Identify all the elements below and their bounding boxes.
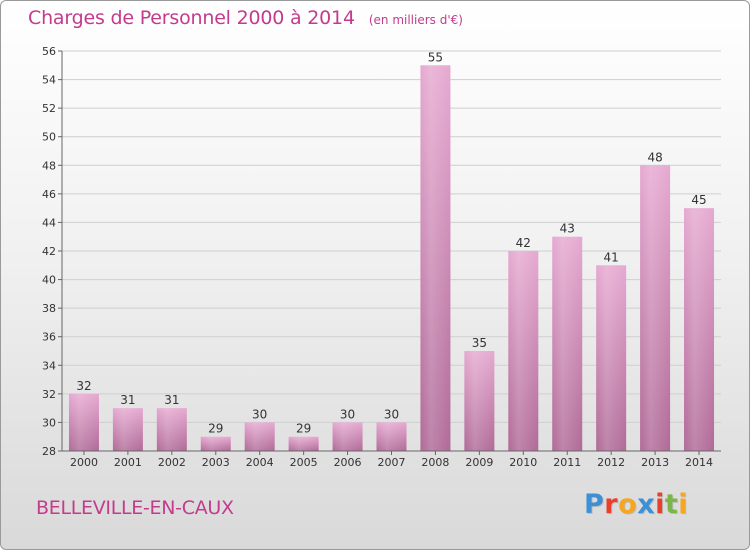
bar-highlight [200, 436, 231, 451]
logo-letter: o [618, 489, 638, 520]
y-tick-label: 38 [42, 302, 56, 315]
bar-value-label: 45 [691, 193, 706, 207]
bar-value-label: 30 [252, 407, 267, 421]
x-tick-label: 2009 [465, 456, 493, 469]
bar-highlight [376, 422, 407, 451]
logo-letter: r [604, 489, 619, 520]
x-tick-label: 2011 [553, 456, 581, 469]
commune-name: BELLEVILLE-EN-CAUX [36, 497, 234, 519]
bar-value-label: 55 [428, 50, 443, 64]
logo-letter: i [678, 489, 689, 520]
y-tick-label: 40 [42, 274, 56, 287]
proxiti-logo: Proxiti [584, 489, 688, 520]
bar-value-label: 41 [604, 250, 619, 264]
bar-highlight [156, 408, 187, 451]
y-tick-label: 30 [42, 416, 56, 429]
y-tick-label: 50 [42, 131, 56, 144]
y-tick-label: 44 [42, 216, 56, 229]
bar-highlight [640, 165, 671, 452]
x-tick-label: 2005 [290, 456, 318, 469]
bar-value-label: 31 [120, 393, 135, 407]
bar-value-label: 29 [208, 422, 223, 436]
bar-highlight [596, 265, 627, 451]
bar-highlight [288, 436, 319, 451]
bar-value-label: 31 [164, 393, 179, 407]
bar-highlight [68, 393, 99, 451]
bar-highlight [244, 422, 275, 451]
logo-letter: i [655, 489, 665, 520]
y-tick-label: 42 [42, 245, 56, 258]
x-tick-label: 2008 [421, 456, 449, 469]
y-tick-label: 52 [42, 102, 56, 115]
x-tick-label: 2007 [378, 456, 406, 469]
chart-unit-note: (en milliers d'€) [368, 13, 463, 27]
bar-value-label: 30 [340, 407, 355, 421]
bar-highlight [420, 65, 451, 452]
bar-value-label: 35 [472, 336, 487, 350]
y-tick-label: 54 [42, 74, 56, 87]
x-tick-label: 2000 [70, 456, 98, 469]
x-tick-label: 2013 [641, 456, 669, 469]
logo-letter: t [664, 489, 679, 520]
bar-highlight [684, 208, 715, 451]
logo-letter: x [637, 489, 656, 520]
chart-title: Charges de Personnel 2000 à 2014 [28, 7, 355, 29]
bar-highlight [112, 408, 143, 451]
bar-value-label: 30 [384, 407, 399, 421]
bar-value-label: 42 [516, 236, 531, 250]
bar-highlight [552, 236, 583, 451]
x-tick-label: 2002 [158, 456, 186, 469]
bar-value-label: 32 [76, 379, 91, 393]
bar-highlight [464, 351, 495, 451]
x-tick-label: 2014 [685, 456, 713, 469]
x-tick-label: 2004 [246, 456, 274, 469]
bar-highlight [332, 422, 363, 451]
y-tick-label: 34 [42, 359, 56, 372]
chart-title-block: Charges de Personnel 2000 à 2014 (en mill… [28, 7, 463, 29]
bar-highlight [508, 251, 539, 451]
x-tick-label: 2003 [202, 456, 230, 469]
y-tick-label: 28 [42, 445, 56, 458]
bar-value-label: 29 [296, 422, 311, 436]
x-tick-label: 2006 [334, 456, 362, 469]
x-tick-label: 2012 [597, 456, 625, 469]
bar-value-label: 48 [647, 150, 662, 164]
logo-letter: P [584, 489, 605, 520]
x-tick-label: 2010 [509, 456, 537, 469]
x-tick-label: 2001 [114, 456, 142, 469]
y-tick-label: 32 [42, 388, 56, 401]
y-tick-label: 48 [42, 159, 56, 172]
y-tick-label: 56 [42, 45, 56, 58]
y-tick-label: 36 [42, 331, 56, 344]
bar-value-label: 43 [560, 222, 575, 236]
y-tick-label: 46 [42, 188, 56, 201]
